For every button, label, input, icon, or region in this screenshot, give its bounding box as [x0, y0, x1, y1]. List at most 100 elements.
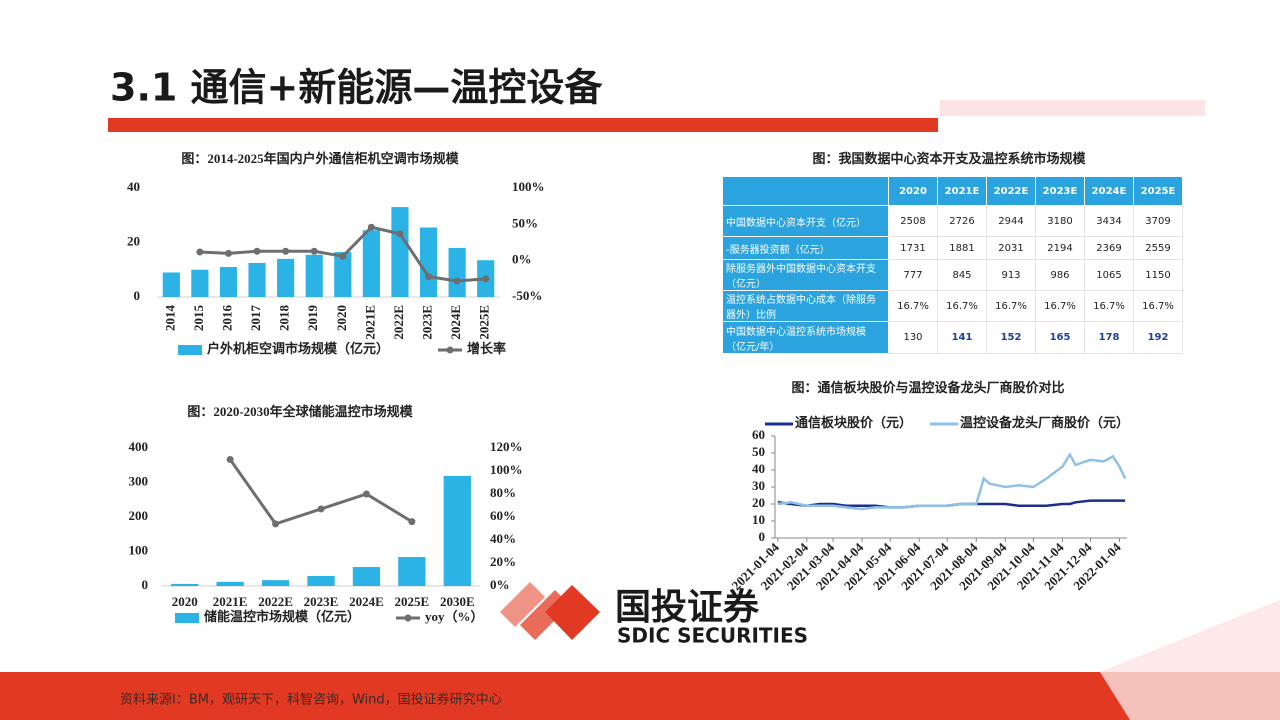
x-tick-label: 2019 [305, 305, 320, 332]
column-header: 2022E [986, 176, 1036, 206]
row-label: 中国数据中心资本开支（亿元） [722, 205, 889, 237]
cell: 130 [888, 321, 938, 354]
table-title: 图：我国数据中心资本开支及温控系统市场规模 [812, 151, 1086, 166]
bar [171, 583, 199, 586]
y-tick-label: 400 [129, 439, 149, 454]
x-tick-label: 2021E [362, 305, 377, 340]
cell: 913 [986, 259, 1036, 291]
table-row: 温控系统占数据中心成本（除服务器外）比例 16.7% 16.7% 16.7% 16.7%… [722, 290, 1183, 322]
bar [305, 254, 323, 297]
bar [307, 575, 335, 586]
table-row: 除服务器外中国数据中心资本开支（亿元） 777 845 913 986 1065 1150 [722, 259, 1183, 291]
footer-source: 资料来源I：BM，观研天下，科智咨询，Wind，国投证券研究中心 [120, 692, 502, 708]
table-header: 2020 2021E 2022E 2023E 2024E 2025E [722, 176, 1183, 206]
legend-label: 增长率 [467, 341, 506, 356]
point [408, 518, 416, 526]
cell: 16.7% [986, 290, 1036, 322]
data-table: 2020 2021E 2022E 2023E 2024E 2025E 中国数据中心资本开支（… [722, 176, 1183, 354]
y2-tick-label: 50% [512, 215, 538, 230]
x-tick-label: 2024E [349, 594, 384, 609]
bar [362, 230, 380, 297]
line [228, 458, 413, 526]
legend-label: 户外机柜空调市场规模（亿元） [207, 341, 389, 356]
point [367, 223, 375, 231]
cell: 2194 [1035, 236, 1085, 260]
chart-title: 图：2020-2030年全球储能温控市场规模 [187, 404, 413, 419]
cell: 777 [888, 259, 938, 291]
legend-swatch [175, 613, 199, 623]
row-label: -服务器投资额（亿元） [722, 236, 889, 260]
y-tick-label: 20 [127, 233, 140, 248]
legend-swatch [404, 614, 412, 622]
legend-label: 温控设备龙头厂商股价（元） [960, 415, 1129, 430]
logo-mark [545, 585, 600, 640]
cell: 2944 [986, 205, 1036, 237]
y2-tick-label: 20% [490, 554, 516, 569]
point [339, 252, 347, 260]
y-tick-label: 0 [759, 529, 766, 544]
y-tick-label: 40 [752, 461, 765, 476]
bar [261, 580, 290, 586]
point [453, 277, 461, 285]
cell: 16.7% [888, 290, 938, 322]
y2-tick-label: 120% [490, 439, 523, 454]
y-tick-label: 10 [752, 512, 765, 527]
bar [334, 252, 352, 297]
legend-label: yoy（%） [425, 609, 484, 624]
y-tick-label: 300 [129, 473, 149, 488]
x-tick-label: 2024E [448, 305, 463, 340]
cell: 986 [1035, 259, 1085, 291]
cell: 3180 [1035, 205, 1085, 237]
x-tick-label: 2016 [219, 305, 234, 332]
column-header: 2024E [1084, 176, 1134, 206]
point [196, 248, 204, 256]
y-tick-label: 40 [127, 179, 140, 194]
bar [191, 269, 209, 297]
x-tick-label: 2025E [477, 305, 492, 340]
y2-tick-label: 80% [490, 485, 516, 500]
table-row: -服务器投资额（亿元） 1731 1881 2031 2194 2369 2559 [722, 236, 1183, 260]
logo-name: 国投证券 [615, 587, 760, 628]
bar [443, 475, 471, 586]
point [482, 275, 490, 283]
logo-mark [500, 582, 545, 627]
bar [398, 557, 426, 586]
y-tick-label: 0 [142, 577, 149, 592]
cell: 1065 [1084, 259, 1134, 291]
legend-swatch [446, 346, 454, 354]
bar [352, 567, 381, 586]
point [396, 230, 404, 238]
point [253, 247, 261, 255]
bar [391, 207, 409, 297]
bar [162, 272, 180, 297]
row-label: 除服务器外中国数据中心资本开支（亿元） [722, 259, 889, 291]
y-tick-label: 20 [752, 495, 765, 510]
cell: 1731 [888, 236, 938, 260]
x-tick-label: 2014 [162, 305, 177, 332]
y-tick-label: 200 [129, 508, 149, 523]
table-corner [722, 176, 889, 206]
bar [216, 581, 244, 586]
cell: 16.7% [1035, 290, 1085, 322]
legend-swatch [178, 345, 202, 355]
cell: 192 [1133, 321, 1183, 354]
y2-tick-label: 100% [512, 179, 545, 194]
x-tick-label: 2015 [191, 305, 206, 332]
bar [219, 267, 238, 297]
title-bar [108, 118, 938, 132]
cell: 152 [986, 321, 1036, 354]
cell: 141 [937, 321, 987, 354]
bar [277, 258, 295, 297]
y2-tick-label: 100% [490, 462, 523, 477]
column-header: 2025E [1133, 176, 1183, 206]
cell: 2726 [937, 205, 987, 237]
bar [448, 247, 466, 297]
x-tick-label: 2020 [334, 305, 349, 331]
point [224, 249, 232, 257]
x-tick-label: 2025E [395, 594, 430, 609]
x-tick-label: 2022E [258, 594, 293, 609]
cell: 178 [1084, 321, 1134, 354]
y-tick-label: 60 [752, 427, 765, 442]
y-tick-label: 50 [752, 444, 765, 459]
